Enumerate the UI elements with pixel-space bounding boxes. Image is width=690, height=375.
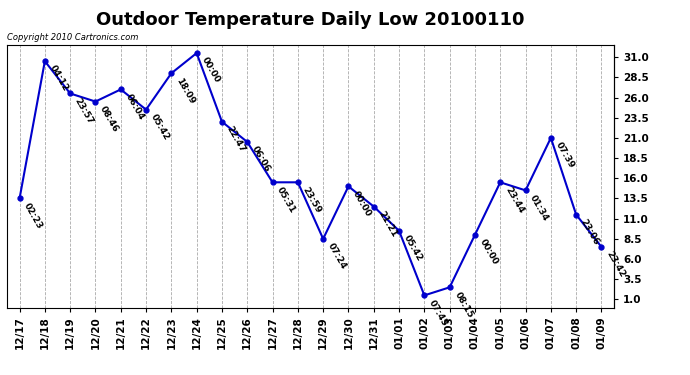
Text: 07:24: 07:24 xyxy=(326,242,348,271)
Text: 02:23: 02:23 xyxy=(22,201,44,230)
Text: 00:00: 00:00 xyxy=(351,189,373,218)
Text: 23:57: 23:57 xyxy=(73,96,95,126)
Text: 05:42: 05:42 xyxy=(402,234,424,263)
Text: 06:04: 06:04 xyxy=(124,92,146,122)
Text: 23:59: 23:59 xyxy=(301,185,323,214)
Text: Outdoor Temperature Daily Low 20100110: Outdoor Temperature Daily Low 20100110 xyxy=(96,11,525,29)
Text: 04:12: 04:12 xyxy=(48,64,70,93)
Text: Copyright 2010 Cartronics.com: Copyright 2010 Cartronics.com xyxy=(7,33,138,42)
Text: 08:15: 08:15 xyxy=(453,290,475,319)
Text: 23:42: 23:42 xyxy=(604,250,627,279)
Text: 22:47: 22:47 xyxy=(225,124,247,154)
Text: 08:46: 08:46 xyxy=(98,104,120,134)
Text: 18:09: 18:09 xyxy=(174,76,196,105)
Text: 06:06: 06:06 xyxy=(250,145,272,174)
Text: 21:21: 21:21 xyxy=(377,209,399,238)
Text: 05:42: 05:42 xyxy=(149,112,171,142)
Text: 23:06: 23:06 xyxy=(579,217,601,247)
Text: 23:44: 23:44 xyxy=(503,185,525,214)
Text: 05:31: 05:31 xyxy=(275,185,297,214)
Text: 07:45: 07:45 xyxy=(427,298,449,327)
Text: 01:34: 01:34 xyxy=(529,193,551,222)
Text: 07:39: 07:39 xyxy=(553,141,575,170)
Text: 00:00: 00:00 xyxy=(199,56,221,85)
Text: 00:00: 00:00 xyxy=(477,238,500,267)
